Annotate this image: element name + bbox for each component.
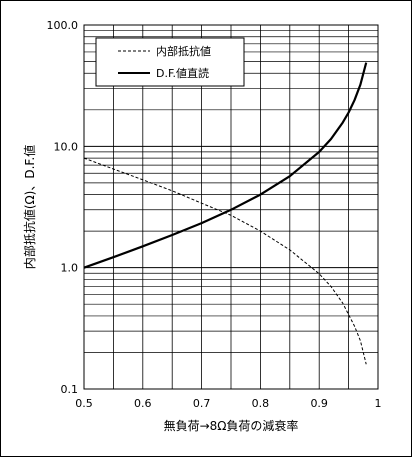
- series-line-df-value: [83, 62, 368, 269]
- x-tick-label: 0.6: [134, 397, 152, 410]
- series-line-internal-resistance: [83, 157, 367, 365]
- legend-label-internal-resistance: 内部抵抗値: [156, 44, 211, 58]
- legend-box: [95, 37, 245, 87]
- y-tick-label: 0.1: [61, 383, 79, 396]
- plot-area-border: [83, 24, 379, 390]
- x-tick-label: 0.5: [75, 397, 93, 410]
- y-tick-label: 100.0: [47, 19, 79, 32]
- x-tick-label: 0.8: [252, 397, 270, 410]
- y-tick-label: 1.0: [61, 262, 79, 275]
- series-layer: [83, 62, 368, 365]
- legend-label-df-value: D.F.値直読: [156, 66, 209, 80]
- x-tick-label: 1: [375, 397, 382, 410]
- grid: [84, 25, 378, 389]
- x-tick-label: 0.7: [193, 397, 211, 410]
- tick-labels: 0.5 0.6 0.7 0.8 0.9 1 0.1 1.0 10.0 100.0: [47, 19, 382, 410]
- y-axis-title: 内部抵抗値(Ω)、D.F.値: [22, 145, 37, 269]
- x-axis-title: 無負荷→8Ω負荷の減衰率: [164, 418, 299, 433]
- y-tick-label: 10.0: [54, 140, 79, 153]
- legend: 内部抵抗値 D.F.値直読: [95, 37, 245, 87]
- x-tick-label: 0.9: [310, 397, 328, 410]
